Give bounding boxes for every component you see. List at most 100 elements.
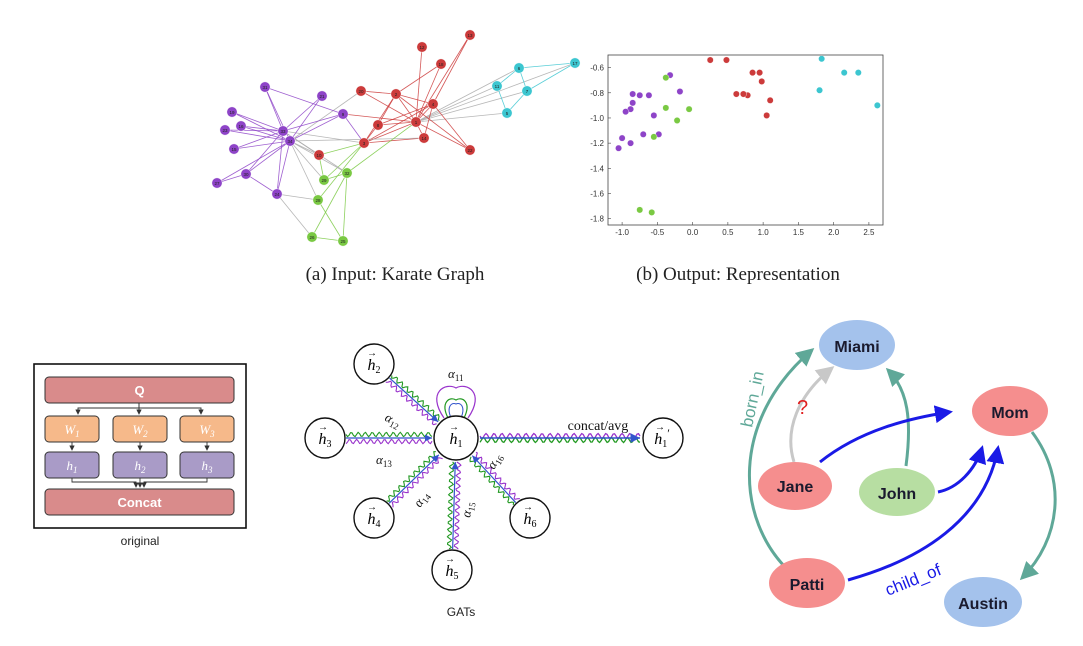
scatter-point [622, 108, 630, 116]
karate-edge [264, 86, 284, 132]
h-sub: 3 [207, 465, 213, 475]
karate-edge [224, 129, 284, 132]
node-h4: h4 → [353, 497, 395, 539]
karate-edge [526, 62, 576, 92]
karate-node: 23 [219, 124, 231, 136]
karate-node: 31 [259, 81, 271, 93]
scatter-axes: -1.0 -0.5 0.0 0.5 1.0 1.5 2.0 2.5 -0.6 -0.8 -1.0 -1… [590, 64, 875, 237]
karate-edge [377, 121, 417, 126]
karate-edge [377, 103, 434, 126]
karate-node-dot [435, 58, 447, 70]
karate-edge [363, 93, 397, 144]
node-h1-circle [433, 415, 479, 461]
gat-edge-purple [453, 461, 462, 550]
node-jane-label: Jane [777, 479, 814, 496]
node-miami-label: Miami [834, 339, 879, 356]
q-label: Q [134, 383, 144, 398]
w-label: W [64, 422, 76, 437]
karate-node: 1 [410, 116, 422, 128]
node-h6: h6 → [509, 497, 551, 539]
w-box-1: W1 [44, 415, 100, 443]
node-h5-letter: h [446, 563, 454, 580]
karate-edge [276, 130, 284, 195]
karate-node-dot [337, 235, 349, 247]
karate-node-dot [418, 132, 430, 144]
node-h4-sub: 4 [376, 519, 381, 530]
karate-node-label: 14 [421, 136, 427, 141]
gat-edge-purple [385, 380, 437, 426]
concat-label: Concat [117, 495, 162, 510]
karate-edge [245, 173, 278, 195]
karate-edge [289, 137, 425, 142]
plot-frame [607, 54, 884, 226]
self-loop-outer [436, 385, 476, 419]
karate-edge [264, 86, 344, 115]
knowledge-graph: born_in child_of ? Miami Mom Jane John P… [737, 320, 1057, 627]
q-box [44, 376, 235, 404]
svg-text:h2: h2 [368, 357, 381, 376]
scatter-point [685, 105, 693, 113]
scatter-point [749, 69, 756, 77]
karate-node: 21 [316, 90, 328, 102]
q-arrow-right [138, 403, 204, 415]
scatter-point [732, 90, 740, 98]
karate-node-label: 6 [518, 66, 521, 71]
scatter-point [758, 78, 766, 85]
node-jane-shape [758, 462, 832, 510]
karate-edge [289, 140, 319, 201]
w-sub: 3 [209, 429, 215, 439]
label-born-in: born_in [737, 369, 767, 428]
w-label: W [199, 422, 211, 437]
karate-node-label: 13 [467, 33, 473, 38]
karate-node: 17 [569, 57, 581, 69]
node-h6-circle [509, 497, 551, 539]
karate-node-dot [277, 125, 289, 137]
vector-arrow-icon: → [523, 502, 533, 513]
gat-edge-blue [451, 461, 459, 550]
karate-node-label: 4 [432, 102, 435, 107]
svg-text:h4: h4 [368, 511, 381, 530]
scatter-point [706, 56, 714, 64]
karate-node: 9 [337, 108, 349, 120]
gat-edge-purple [345, 438, 433, 445]
karate-edge [317, 199, 344, 242]
caption-karate-output: (b) Output: Representation [636, 264, 840, 285]
karate-node-label: 22 [467, 148, 473, 153]
scatter-point [650, 112, 658, 119]
scatter-point [629, 90, 637, 98]
svg-text:α14: α14 [410, 488, 433, 511]
karate-edge [233, 140, 291, 150]
y-tick-label: -0.8 [590, 89, 604, 98]
karate-edge [395, 93, 417, 123]
karate-node-dot [513, 62, 525, 74]
karate-node-label: 9 [342, 112, 345, 117]
svg-text:W2: W2 [132, 422, 148, 439]
edge-jane-miami-unknown [789, 366, 835, 463]
karate-node-dot [313, 149, 325, 161]
scatter-point [818, 55, 826, 63]
scatter-point [650, 133, 658, 141]
h-box-3: h3 [179, 451, 235, 479]
karate-node: 11 [491, 80, 503, 92]
attention-block: Q W1 W2 W3 h1 h2 h3 [33, 363, 247, 529]
karate-edge [317, 142, 365, 201]
h-label: h [135, 458, 142, 473]
karate-node-dot [284, 135, 296, 147]
node-john-shape [859, 468, 935, 516]
karate-node-label: 27 [214, 181, 220, 186]
karate-edge [415, 90, 528, 123]
alpha-13-symbol: α [376, 452, 384, 467]
gat-edge-blue [388, 454, 440, 504]
karate-node-dot [358, 137, 370, 149]
karate-edge [240, 125, 291, 142]
karate-node-label: 28 [315, 198, 321, 203]
karate-node-label: 31 [262, 85, 268, 90]
node-patti: Patti [769, 558, 845, 608]
node-mom-shape [972, 386, 1048, 436]
karate-edge [395, 93, 471, 151]
node-austin-label: Austin [958, 596, 1008, 613]
karate-edge [395, 63, 442, 95]
karate-edge [518, 62, 576, 69]
scatter-plot: -1.0 -0.5 0.0 0.5 1.0 1.5 2.0 2.5 -0.6 -0.8 -1.0 -1… [590, 54, 884, 237]
